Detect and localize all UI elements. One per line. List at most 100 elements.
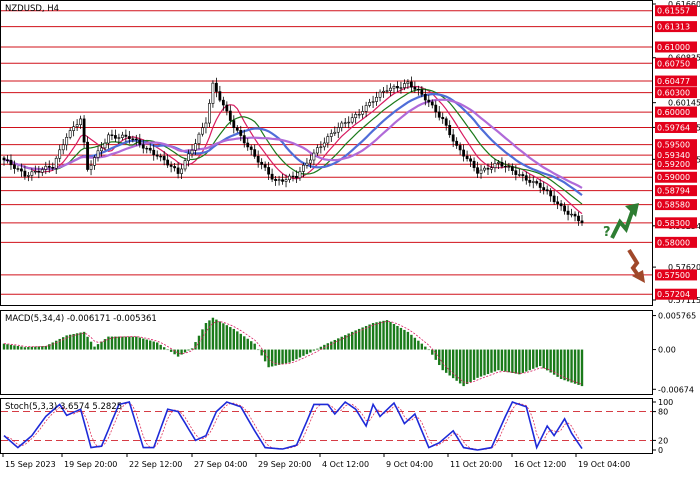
candle-body	[364, 105, 368, 112]
candle-body	[58, 149, 62, 159]
macd-bar	[96, 344, 100, 350]
macd-bar	[469, 349, 472, 382]
macd-bar	[79, 332, 82, 350]
candle-body	[427, 99, 431, 103]
price-level-tag	[655, 149, 697, 161]
candle-body	[458, 145, 462, 151]
candle-body	[396, 85, 399, 89]
forecast-annotations: ?	[603, 203, 645, 283]
candle-body	[75, 124, 79, 128]
candle-body	[100, 147, 103, 152]
macd-bar	[166, 349, 169, 351]
candle-body	[2, 157, 6, 161]
candle-body	[399, 87, 403, 89]
macd-bar	[183, 349, 187, 353]
candle-body	[500, 162, 504, 167]
candle-body	[413, 86, 417, 90]
candle-body	[30, 171, 34, 176]
candle-body	[563, 205, 566, 212]
candle-body	[556, 201, 560, 204]
macd-bar	[521, 349, 525, 373]
macd-bar	[305, 349, 309, 355]
macd-bar	[86, 336, 89, 350]
candle-body	[197, 133, 201, 144]
macd-bar	[462, 349, 465, 387]
candle-body	[322, 142, 326, 148]
price-level-label: 0.58300	[657, 219, 690, 228]
down-arrow-head	[632, 270, 645, 283]
macd-bar	[337, 338, 340, 350]
candle-body	[490, 167, 493, 170]
macd-bar	[128, 336, 131, 350]
candle-body	[510, 166, 514, 171]
candle-body	[549, 190, 553, 197]
time-axis-label: 16 Oct 12:00	[514, 460, 566, 469]
macd-bar	[458, 349, 462, 384]
macd-bar	[330, 341, 333, 350]
candle-body	[479, 169, 483, 174]
macd-bar	[507, 349, 511, 373]
macd-bar	[357, 328, 361, 350]
macd-bar	[256, 349, 260, 351]
macd-bar	[511, 349, 514, 373]
macd-bar	[344, 335, 347, 350]
macd-bar	[354, 330, 357, 350]
candle-body	[117, 137, 121, 139]
macd-bar	[514, 349, 518, 374]
macd-bar	[455, 349, 458, 381]
candle-body	[134, 138, 138, 141]
macd-bar	[319, 346, 323, 350]
macd-histogram	[2, 317, 584, 387]
macd-bar	[375, 322, 378, 350]
macd-bar	[347, 333, 350, 350]
macd-bar	[406, 331, 410, 350]
macd-bar	[448, 349, 451, 376]
candle-body	[343, 122, 347, 124]
macd-bar	[556, 349, 559, 377]
price-level-label: 0.60300	[657, 89, 690, 98]
macd-bar	[403, 329, 406, 350]
macd-bar	[124, 336, 128, 350]
candle-body	[72, 126, 76, 131]
macd-bar	[364, 325, 368, 350]
price-level-tag	[655, 75, 697, 87]
candle-body	[20, 168, 23, 172]
macd-bar	[23, 347, 27, 350]
macd-bar	[497, 349, 500, 371]
macd-bar	[103, 339, 107, 350]
stochastic-axis-label: 0	[658, 446, 663, 455]
macd-bar	[117, 336, 121, 350]
candle-body	[472, 160, 476, 168]
macd-bar	[472, 349, 476, 380]
macd-bar	[549, 349, 552, 373]
macd-bar	[361, 327, 364, 350]
price-level-label: 0.57204	[657, 290, 690, 299]
time-axis-label: 4 Oct 12:00	[322, 460, 369, 469]
macd-bar	[6, 344, 9, 350]
macd-bar	[378, 321, 382, 350]
macd-bar	[61, 337, 65, 350]
candle-body	[267, 167, 271, 175]
candle-body	[152, 149, 156, 156]
macd-bar	[75, 333, 79, 350]
time-axis-label: 29 Sep 20:00	[258, 460, 311, 469]
macd-bar	[340, 336, 343, 350]
time-axis-label: 19 Sep 20:00	[64, 460, 117, 469]
macd-bar	[333, 339, 336, 350]
macd-bar	[121, 336, 124, 350]
candle-body	[124, 134, 128, 137]
candle-body	[284, 179, 288, 182]
macd-bar	[532, 349, 535, 369]
candle-body	[291, 175, 295, 178]
macd-bar	[159, 344, 162, 350]
candle-body	[535, 181, 539, 184]
macd-bar	[539, 349, 542, 367]
candle-body	[420, 89, 424, 95]
macd-bar	[190, 348, 194, 350]
macd-bar	[479, 349, 483, 377]
candle-body	[37, 171, 41, 173]
candle-body	[218, 91, 222, 101]
macd-bar	[424, 346, 427, 350]
macd-bar	[298, 349, 302, 358]
